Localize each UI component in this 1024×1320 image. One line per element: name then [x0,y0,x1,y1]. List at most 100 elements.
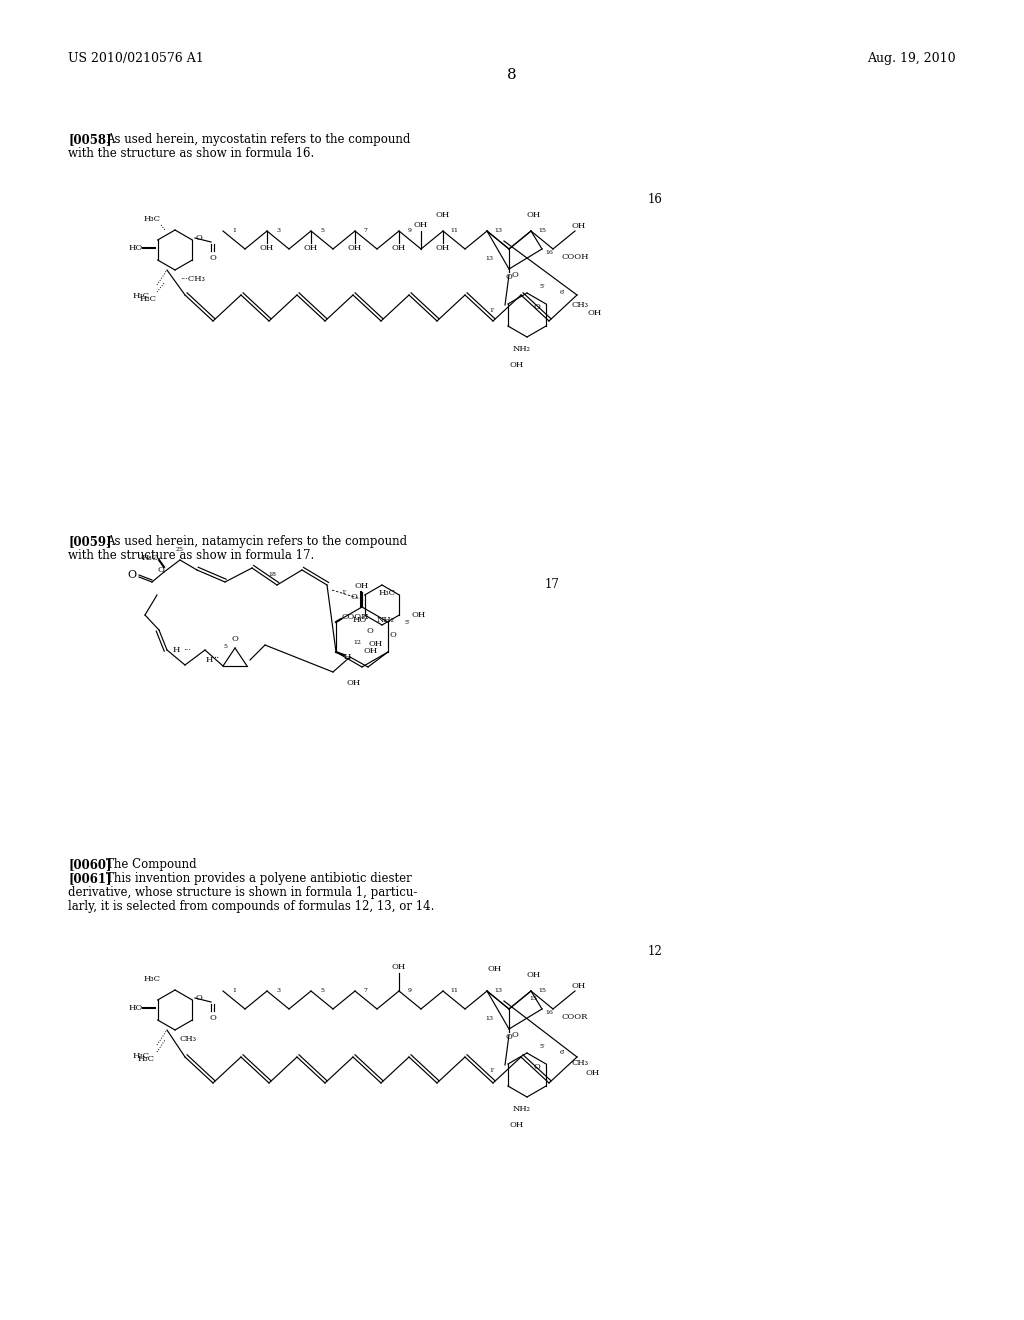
Text: 18: 18 [268,572,276,577]
Text: OH: OH [527,211,541,219]
Text: H₃C: H₃C [144,975,161,983]
Text: O: O [390,631,397,639]
Text: CH₃: CH₃ [180,1035,197,1043]
Text: H₃C: H₃C [144,215,161,223]
Text: O: O [534,304,541,312]
Text: O: O [506,273,512,281]
Text: O: O [128,570,137,579]
Text: OH: OH [355,582,369,590]
Text: 13: 13 [494,228,502,234]
Text: O: O [210,1014,216,1022]
Text: OH: OH [348,244,362,252]
Text: [0060]: [0060] [68,858,112,871]
Text: OH: OH [304,244,318,252]
Text: 7: 7 [364,987,368,993]
Text: OH: OH [527,972,541,979]
Text: H₃C: H₃C [379,589,395,597]
Text: H₃C: H₃C [142,554,159,562]
Text: larly, it is selected from compounds of formulas 12, 13, or 14.: larly, it is selected from compounds of … [68,900,434,913]
Text: 13: 13 [485,256,493,261]
Text: H: H [173,645,180,653]
Text: O: O [506,1034,512,1041]
Text: COOH: COOH [341,612,369,620]
Text: OH: OH [260,244,274,252]
Text: H₃C: H₃C [138,1055,155,1063]
Text: OH: OH [392,244,407,252]
Text: 1: 1 [232,987,236,993]
Text: 11: 11 [450,228,458,234]
Text: NH₂: NH₂ [513,345,531,352]
Text: O: O [367,627,374,635]
Text: 9: 9 [408,987,412,993]
Text: O: O [195,234,202,242]
Text: CH₃: CH₃ [571,1059,588,1067]
Text: 5: 5 [223,644,227,648]
Text: O: O [350,593,357,601]
Text: OH: OH [347,678,361,686]
Text: OH: OH [571,982,586,990]
Text: 6': 6' [559,1051,565,1056]
Text: 3: 3 [276,228,280,234]
Text: 5': 5' [539,285,545,289]
Text: OH: OH [369,640,383,648]
Text: H₃C: H₃C [140,294,157,304]
Text: ···CH₃: ···CH₃ [180,275,205,282]
Text: O: O [210,253,216,261]
Text: 1': 1' [341,590,347,595]
Text: 16: 16 [648,193,663,206]
Text: OH: OH [414,220,428,228]
Text: 5': 5' [404,620,410,626]
Text: ···: ··· [183,645,190,653]
Text: The Compound: The Compound [106,858,197,871]
Text: As used herein, mycostatin refers to the compound: As used herein, mycostatin refers to the… [106,133,411,147]
Text: 16: 16 [545,1010,553,1015]
Text: 13: 13 [494,987,502,993]
Text: 1: 1 [232,228,236,234]
Text: derivative, whose structure is shown in formula 1, particu-: derivative, whose structure is shown in … [68,886,418,899]
Text: 12: 12 [353,639,361,644]
Text: with the structure as show in formula 17.: with the structure as show in formula 17… [68,549,314,562]
Text: Aug. 19, 2010: Aug. 19, 2010 [867,51,956,65]
Text: O: O [157,566,164,574]
Text: CH₃: CH₃ [571,301,588,309]
Text: O: O [534,1063,541,1071]
Text: O: O [511,271,518,279]
Text: H: H [344,653,351,661]
Text: O: O [195,994,202,1002]
Text: 1': 1' [489,1068,495,1072]
Text: OH: OH [571,222,586,230]
Text: HO: HO [129,1005,143,1012]
Text: 6': 6' [559,290,565,296]
Text: ..: .. [213,651,219,660]
Text: 15: 15 [538,228,546,234]
Text: 3: 3 [276,987,280,993]
Text: H₃C: H₃C [133,292,150,300]
Text: [0059]: [0059] [68,535,112,548]
Text: 5': 5' [539,1044,545,1049]
Text: 11: 11 [450,987,458,993]
Text: OH: OH [392,964,407,972]
Text: OH: OH [364,647,378,655]
Text: 9: 9 [408,228,412,234]
Text: OH: OH [436,211,451,219]
Text: H: H [206,656,213,664]
Text: 5: 5 [319,228,324,234]
Text: [0058]: [0058] [68,133,112,147]
Text: 15: 15 [538,987,546,993]
Text: [0061]: [0061] [68,873,112,884]
Text: US 2010/0210576 A1: US 2010/0210576 A1 [68,51,204,65]
Text: OH: OH [412,611,426,619]
Text: 1': 1' [489,308,495,313]
Text: 8: 8 [507,69,517,82]
Text: COOR: COOR [562,1012,589,1020]
Text: HO: HO [352,616,367,624]
Text: NH₂: NH₂ [513,1105,531,1113]
Text: H₃C: H₃C [133,1052,150,1060]
Text: NH₂: NH₂ [377,616,395,624]
Text: 13: 13 [485,1016,493,1022]
Text: OH: OH [510,1121,524,1129]
Text: O: O [511,1031,518,1039]
Text: OH: OH [436,244,451,252]
Text: OH: OH [585,1069,599,1077]
Text: 12: 12 [648,945,663,958]
